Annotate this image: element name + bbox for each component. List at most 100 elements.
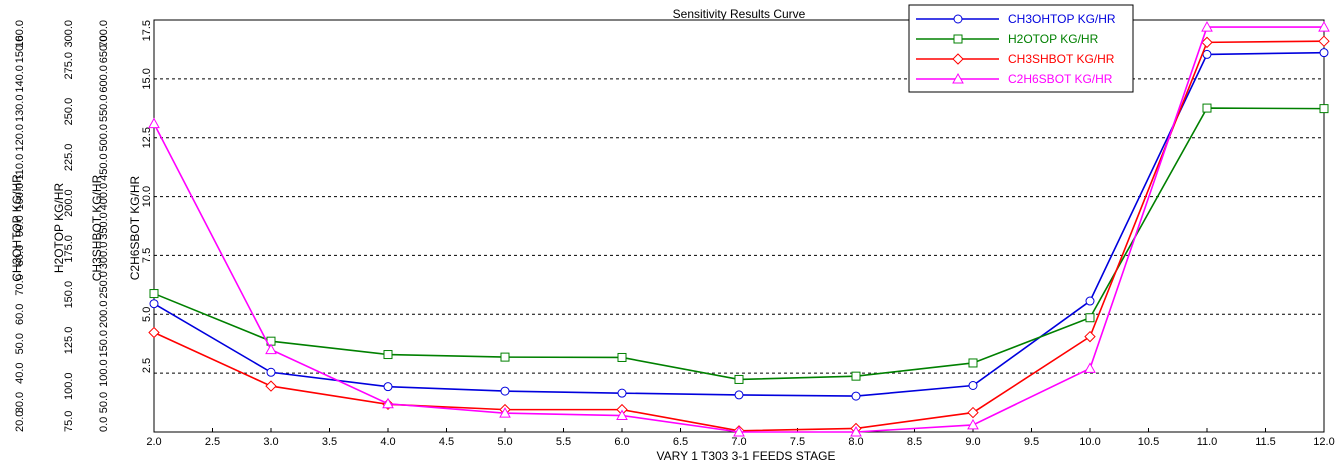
square-marker	[149, 289, 159, 299]
y-tick-label: 2.5	[141, 358, 153, 373]
series-line	[153, 26, 1324, 433]
y-axes: 20.030.0 40.0 50.0 60.0 70.0 80.0 90.0 100.0 110…	[10, 20, 153, 432]
y-tick-label: 275.0	[63, 52, 75, 80]
y-tick-label: 7.5	[141, 248, 153, 263]
x-tick-label: 9.0	[965, 436, 980, 448]
diamond-marker	[1201, 36, 1213, 49]
y-tick-label: 150.0	[98, 330, 110, 358]
y-tick-label: 10.0	[141, 186, 153, 207]
y-tick-label: 100.0	[63, 372, 75, 400]
circle-marker	[1202, 49, 1212, 59]
square-marker	[734, 374, 744, 384]
x-tick-label: 9.5	[1024, 436, 1039, 448]
square-marker	[500, 352, 510, 362]
y-tick-label: 450.0	[98, 153, 110, 181]
y-tick-label: 500.0	[98, 124, 110, 152]
circle-marker	[266, 367, 276, 377]
series-group	[149, 103, 1329, 384]
diamond-marker	[1084, 330, 1096, 343]
x-tick-label: 10.5	[1138, 436, 1159, 448]
circle-marker	[617, 388, 627, 398]
circle-marker	[953, 14, 963, 24]
y-tick-label: 40.0	[14, 362, 26, 383]
y-tick-label: 70.0	[14, 274, 26, 295]
x-tick-label: 11.0	[1197, 436, 1218, 448]
diamond-marker	[148, 326, 160, 339]
y-tick-label: 60.0	[14, 304, 26, 325]
x-tick-label: 5.5	[556, 436, 571, 448]
y-tick-label: 50.0	[14, 333, 26, 354]
y-tick-label: 225.0	[63, 144, 75, 172]
x-tick-label: 2.0	[146, 436, 161, 448]
y-tick-label: 15.0	[141, 68, 153, 89]
y-tick-label: 175.0	[63, 235, 75, 263]
x-tick-label: 4.5	[439, 436, 454, 448]
square-marker	[953, 34, 963, 44]
y-tick-label: 125.0	[63, 327, 75, 355]
triangle-marker	[733, 425, 745, 437]
x-tick-label: 8.0	[848, 436, 863, 448]
y-tick-label: 100.0	[98, 359, 110, 387]
circle-marker	[734, 390, 744, 400]
series-group	[149, 48, 1329, 401]
square-marker	[383, 350, 393, 360]
y-tick-label: 200.0	[63, 189, 75, 217]
legend: CH3OHTOP KG/HR H2OTOP KG/HR CH3SHBOT KG/HR…	[908, 4, 1134, 93]
legend-label: H2OTOP KG/HR	[1008, 32, 1099, 46]
y-axis-label: C2H6SBOT KG/HR	[128, 175, 142, 280]
y-tick-label: 700.0	[98, 20, 110, 48]
y-tick-label: 550.0	[98, 95, 110, 123]
y-tick-label: 75.0	[63, 411, 75, 432]
circle-marker	[500, 386, 510, 396]
y-tick-label: 20.0	[14, 411, 26, 432]
y-tick-label: 110.0	[14, 154, 26, 181]
y-axis-label: H2OTOP KG/HR	[52, 183, 66, 274]
legend-label: C2H6SBOT KG/HR	[1008, 72, 1113, 86]
circle-marker	[968, 381, 978, 391]
y-tick-label: 250.0	[63, 98, 75, 126]
triangle-marker	[499, 407, 511, 418]
x-tick-label: 7.0	[731, 436, 746, 448]
triangle-marker	[1318, 21, 1330, 32]
y-tick-label: 300.0	[98, 242, 110, 270]
x-tick-label: 2.5	[205, 436, 220, 448]
y-axis-label: CH3OHTOP KG/HR	[10, 174, 24, 282]
y-tick-label: 140.0	[14, 65, 26, 93]
plot-area-frame	[153, 19, 1325, 433]
y-tick-label: 30.0	[14, 392, 26, 413]
y-tick-label: 17.5	[141, 20, 153, 41]
chart-title: Sensitivity Results Curve	[673, 7, 806, 21]
y-tick-label: 130.0	[14, 95, 26, 123]
series-line	[153, 40, 1325, 432]
square-marker	[851, 371, 861, 381]
y-tick-label: 650.0	[98, 36, 110, 64]
circle-marker	[851, 391, 861, 401]
triangle-marker	[967, 418, 979, 430]
x-tick-label: 4.0	[380, 436, 395, 448]
series-group	[148, 21, 1330, 437]
y-tick-label: 5.0	[141, 307, 153, 322]
diamond-marker	[1318, 35, 1330, 47]
square-marker	[617, 352, 627, 362]
triangle-marker	[616, 409, 628, 421]
triangle-marker	[1084, 362, 1096, 373]
triangle-marker	[1201, 21, 1213, 32]
y-tick-label: 100.0	[14, 183, 26, 211]
x-tick-label: 7.5	[790, 436, 805, 448]
y-tick-label: 80.0	[14, 245, 26, 266]
square-marker	[1319, 104, 1329, 114]
x-tick-label: 6.5	[673, 436, 688, 448]
y-tick-label: 90.0	[14, 215, 26, 236]
y-tick-label: 12.5	[141, 127, 153, 148]
x-tick-label: 6.0	[614, 436, 629, 448]
x-tick-label: 3.0	[263, 436, 278, 448]
legend-label: CH3SHBOT KG/HR	[1008, 52, 1115, 66]
x-tick-label: 5.0	[497, 436, 512, 448]
y-tick-label: 150.0	[63, 281, 75, 309]
x-tick-label: 8.5	[907, 436, 922, 448]
triangle-marker	[850, 425, 862, 437]
data-series	[148, 21, 1330, 437]
series-line	[153, 51, 1325, 397]
x-tick-label: 10.0	[1079, 436, 1100, 448]
